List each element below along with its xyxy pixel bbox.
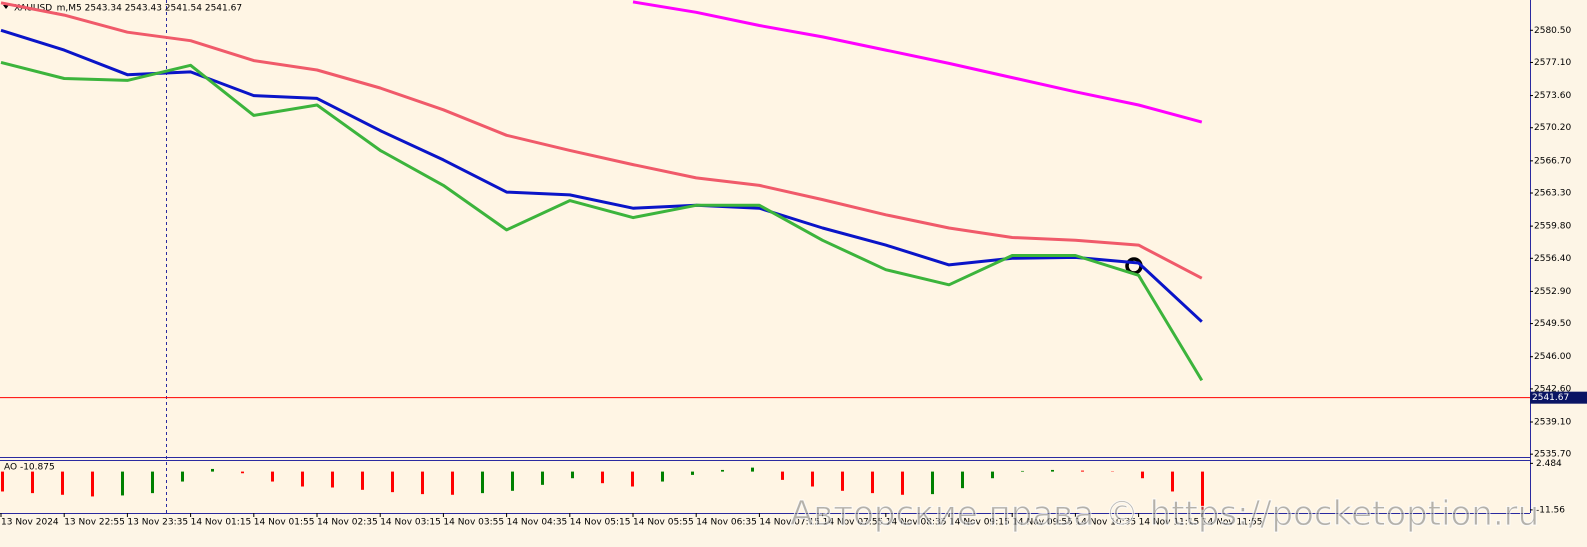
y-tick-label: 2539.10: [1534, 417, 1571, 427]
y-tick-label: 2549.50: [1534, 319, 1571, 329]
ao-bar: [601, 471, 604, 484]
ao-bar: [511, 471, 514, 491]
x-tick-label: 14 Nov 11:55: [1202, 518, 1263, 528]
ao-bar: [1, 471, 4, 492]
ao-bar: [1171, 471, 1174, 492]
ao-bar: [631, 471, 634, 487]
x-tick-label: 14 Nov 09:15: [949, 518, 1010, 528]
ao-bar: [361, 471, 364, 490]
y-tick-label: 2577.10: [1534, 58, 1571, 68]
y-tick-label: 2556.40: [1534, 254, 1571, 264]
y-tick-label: 2559.80: [1534, 222, 1571, 232]
price-label: 2541.67: [1532, 393, 1569, 403]
ao-bar: [841, 471, 844, 491]
y-tick-label: 2535.70: [1534, 450, 1571, 460]
y-tick-label: 2566.70: [1534, 156, 1571, 166]
ma-line: [0, 1, 1203, 280]
x-tick-label: 14 Nov 07:15: [759, 518, 820, 528]
ao-bar: [151, 471, 154, 494]
x-tick-label: 14 Nov 11:15: [1139, 518, 1200, 528]
ao-bar: [91, 471, 94, 497]
ma-line: [632, 0, 1203, 124]
ao-bar: [181, 471, 184, 482]
x-tick-label: 14 Nov 01:55: [254, 518, 315, 528]
ao-bar: [691, 471, 694, 475]
ao-title: AO -10.875: [4, 463, 55, 473]
y-tick-label: -11.56: [1536, 505, 1565, 515]
y-tick-label: 2546.00: [1534, 352, 1571, 362]
ao-bar: [1021, 470, 1024, 472]
x-tick-label: 14 Nov 05:55: [633, 518, 694, 528]
ao-panel: [0, 460, 1530, 513]
x-tick-label: 13 Nov 22:55: [64, 518, 125, 528]
x-tick-label: 13 Nov 2024: [1, 518, 59, 528]
ao-bar: [901, 471, 904, 495]
ao-bar: [1141, 471, 1144, 479]
y-tick-label: 2552.90: [1534, 287, 1571, 297]
price-label-bg: [1530, 391, 1587, 404]
ao-bar: [241, 471, 244, 474]
x-tick-label: 14 Nov 08:35: [886, 518, 947, 528]
ao-bar: [451, 471, 454, 495]
ao-bar: [331, 471, 334, 488]
ao-bar: [1201, 471, 1204, 510]
ao-bar: [391, 471, 394, 493]
watermark: Авторские права © https://pocketoption.r…: [790, 494, 1539, 534]
ao-bar: [721, 469, 724, 472]
ao-bar: [931, 471, 934, 495]
ao-bar: [961, 471, 964, 489]
ao-bar: [1081, 470, 1084, 472]
ao-bar: [541, 471, 544, 485]
y-tick-label: 2570.20: [1534, 123, 1571, 133]
ao-bar: [31, 471, 34, 494]
y-tick-label: 2580.50: [1534, 26, 1571, 36]
x-tick-label: 14 Nov 03:15: [380, 518, 441, 528]
collapse-arrow[interactable]: [3, 5, 9, 9]
x-tick-label: 14 Nov 10:35: [1075, 518, 1136, 528]
ao-bar: [991, 471, 994, 479]
y-tick-label: 2.484: [1536, 459, 1562, 469]
ao-bar: [61, 471, 64, 495]
x-tick-label: 14 Nov 06:35: [696, 518, 757, 528]
main-panel: [0, 0, 1530, 457]
ao-bar: [571, 471, 574, 479]
ao-bar: [751, 467, 754, 472]
ao-bar: [871, 471, 874, 494]
y-tick-label: 2563.30: [1534, 189, 1571, 199]
y-tick-label: 2542.60: [1534, 384, 1571, 394]
x-tick-label: 14 Nov 05:15: [570, 518, 631, 528]
x-tick-label: 14 Nov 07:55: [823, 518, 884, 528]
ao-bar: [661, 471, 664, 482]
y-tick-label: 2573.60: [1534, 91, 1571, 101]
ao-bar: [781, 471, 784, 480]
ma-line: [0, 60, 1204, 382]
ao-bar: [1051, 469, 1054, 472]
x-tick-label: 14 Nov 03:55: [443, 518, 504, 528]
x-tick-label: 14 Nov 01:15: [191, 518, 252, 528]
x-tick-label: 13 Nov 23:35: [127, 518, 188, 528]
ao-bar: [301, 471, 304, 487]
ao-bar: [481, 471, 484, 494]
chart-title: XAUUSD_m,M5 2543.34 2543.43 2541.54 2541…: [14, 4, 242, 14]
ao-bar: [271, 471, 274, 482]
x-tick-label: 14 Nov 02:35: [317, 518, 378, 528]
ao-bar: [421, 471, 424, 495]
ao-bar: [121, 471, 124, 496]
x-tick-label: 14 Nov 04:35: [507, 518, 568, 528]
ao-bar: [211, 468, 214, 472]
x-tick-label: 14 Nov 09:55: [1012, 518, 1073, 528]
ao-bar: [811, 471, 814, 487]
